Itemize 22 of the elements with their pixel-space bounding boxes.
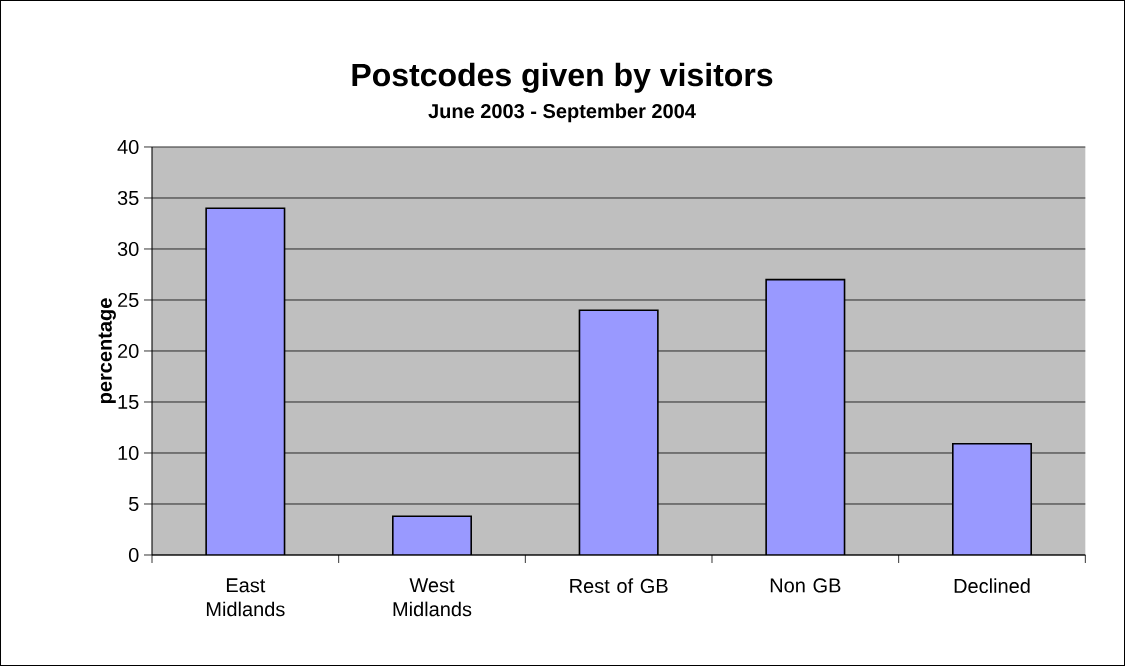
y-tick-label: 40 bbox=[117, 139, 139, 155]
y-tick-label: 35 bbox=[117, 190, 139, 206]
y-tick-label: 0 bbox=[128, 547, 139, 563]
bar bbox=[952, 443, 1032, 555]
chart-subtitle: June 2003 - September 2004 bbox=[428, 103, 696, 123]
y-tick-label: 20 bbox=[118, 343, 139, 359]
x-tick-label: Declined bbox=[954, 578, 1030, 594]
y-tick-label: 15 bbox=[118, 395, 139, 409]
y-tick-label: 10 bbox=[118, 445, 139, 461]
bar bbox=[765, 278, 846, 555]
x-tick-label: Rest of GB bbox=[570, 578, 668, 594]
y-tick-label: 5 bbox=[128, 497, 139, 511]
bar bbox=[392, 515, 472, 555]
x-tick-label: West Midlands bbox=[393, 578, 472, 617]
bar bbox=[205, 207, 286, 555]
x-tick-label: Non GB bbox=[770, 578, 841, 593]
x-tick-label: East Midlands bbox=[206, 578, 285, 617]
chart-title: Postcodes given by visitors bbox=[352, 62, 773, 93]
bar bbox=[578, 309, 659, 555]
y-axis-title: percentage bbox=[98, 298, 116, 404]
y-tick-label: 25 bbox=[118, 292, 139, 308]
y-tick-label: 30 bbox=[117, 241, 139, 257]
